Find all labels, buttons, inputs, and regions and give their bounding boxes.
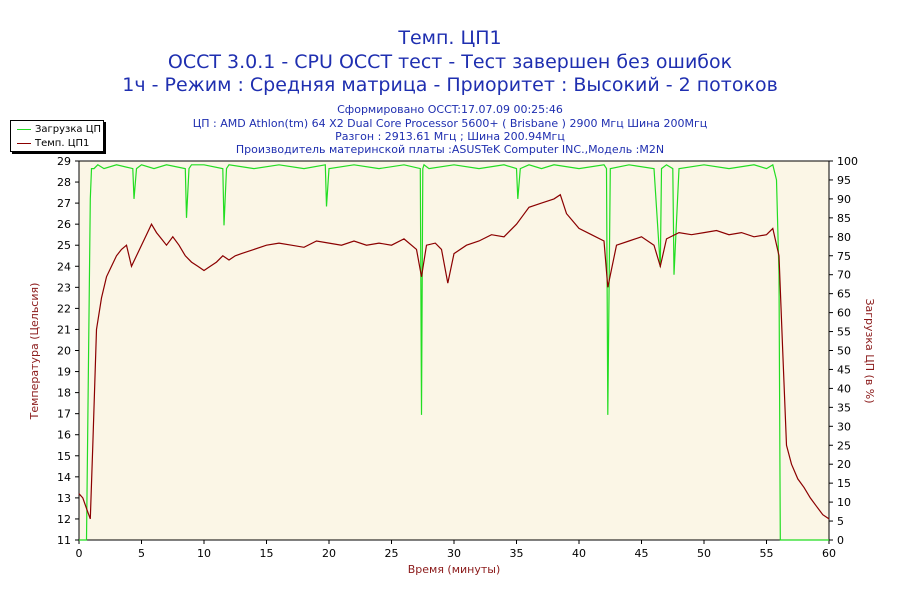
y-left-tick-label: 14	[57, 471, 71, 484]
y-left-axis-title: Температура (Цельсия)	[28, 283, 41, 421]
y-left-tick-label: 27	[57, 197, 71, 210]
motherboard-info: Производитель материнской платы :ASUSTeK…	[235, 143, 665, 156]
y-right-tick-label: 90	[837, 193, 851, 206]
y-left-tick-label: 21	[57, 323, 71, 336]
y-right-tick-label: 85	[837, 212, 851, 225]
y-right-tick-label: 0	[837, 534, 844, 547]
y-left-tick-label: 23	[57, 281, 71, 294]
y-left-tick-label: 20	[57, 345, 71, 358]
y-right-tick-label: 10	[837, 496, 851, 509]
y-right-tick-label: 95	[837, 174, 851, 187]
y-left-tick-label: 28	[57, 176, 71, 189]
x-tick-label: 25	[385, 547, 399, 560]
x-tick-label: 55	[760, 547, 774, 560]
y-right-tick-label: 45	[837, 363, 851, 376]
y-left-tick-label: 22	[57, 302, 71, 315]
y-right-tick-label: 50	[837, 345, 851, 358]
y-right-tick-label: 55	[837, 326, 851, 339]
legend-label-load: Загрузка ЦП	[35, 123, 102, 135]
test-title: OCCT 3.0.1 - CPU OCCT тест - Тест заверш…	[167, 51, 733, 73]
x-tick-label: 40	[572, 547, 586, 560]
y-left-tick-label: 19	[57, 366, 71, 379]
y-right-tick-label: 30	[837, 420, 851, 433]
y-left-tick-label: 16	[57, 429, 71, 442]
y-left-tick-label: 12	[57, 513, 71, 526]
legend-item-temp: Темп. ЦП1	[17, 137, 89, 149]
y-right-axis-title: Загрузка ЦП (в %)	[863, 298, 876, 403]
y-right-tick-label: 40	[837, 382, 851, 395]
y-right-tick-label: 70	[837, 269, 851, 282]
y-right-tick-label: 5	[837, 515, 844, 528]
y-left-tick-label: 11	[57, 534, 71, 547]
y-right-tick-label: 100	[837, 155, 858, 168]
series-line-load	[79, 163, 829, 541]
x-tick-label: 60	[822, 547, 836, 560]
y-right-tick-label: 20	[837, 458, 851, 471]
x-tick-label: 45	[635, 547, 649, 560]
legend-swatch-temp	[17, 142, 31, 144]
legend-label-temp: Темп. ЦП1	[35, 137, 90, 149]
x-tick-label: 35	[510, 547, 524, 560]
y-right-tick-label: 35	[837, 401, 851, 414]
y-right-tick-label: 75	[837, 250, 851, 263]
x-axis-title: Время (минуты)	[408, 563, 501, 576]
x-tick-label: 30	[447, 547, 461, 560]
cpu-info: ЦП : AMD Athlon(tm) 64 X2 Dual Core Proc…	[192, 117, 708, 130]
y-left-tick-label: 17	[57, 408, 71, 421]
y-right-tick-label: 60	[837, 307, 851, 320]
x-tick-label: 15	[260, 547, 274, 560]
y-right-tick-label: 80	[837, 231, 851, 244]
y-right-tick-label: 65	[837, 288, 851, 301]
series-line-temp	[78, 193, 830, 520]
y-left-tick-label: 24	[57, 260, 71, 273]
legend-swatch-load	[17, 128, 31, 130]
x-tick-label: 20	[322, 547, 336, 560]
plot-area	[78, 160, 830, 541]
y-right-tick-label: 15	[837, 477, 851, 490]
chart-legend: Загрузка ЦП Темп. ЦП1	[10, 120, 104, 152]
y-left-tick-label: 15	[57, 450, 71, 463]
mode-title: 1ч - Режим : Средняя матрица - Приоритет…	[122, 74, 778, 96]
generated-info: Сформировано OCCT:17.07.09 00:25:46	[337, 103, 563, 116]
legend-item-load: Загрузка ЦП	[17, 123, 101, 135]
overclock-info: Разгон : 2913.61 Мгц ; Шина 200.94Мгц	[335, 130, 565, 143]
y-left-tick-label: 29	[57, 155, 71, 168]
y-left-tick-label: 26	[57, 218, 71, 231]
y-left-tick-label: 13	[57, 492, 71, 505]
x-tick-label: 0	[76, 547, 83, 560]
y-left-tick-label: 18	[57, 387, 71, 400]
y-left-tick-label: 25	[57, 239, 71, 252]
chart-title: Темп. ЦП1	[398, 27, 502, 49]
x-tick-label: 50	[697, 547, 711, 560]
x-tick-label: 5	[138, 547, 145, 560]
x-tick-label: 10	[197, 547, 211, 560]
y-right-tick-label: 25	[837, 439, 851, 452]
